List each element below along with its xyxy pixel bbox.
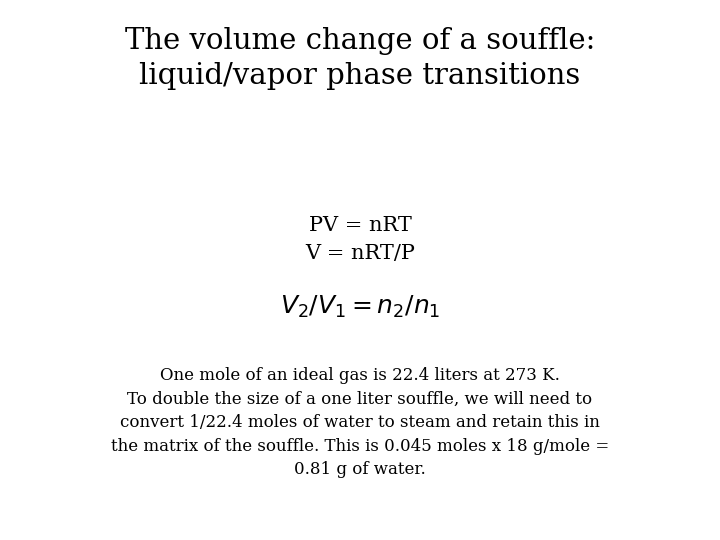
Text: $V_2/V_1= n_2/n_1$: $V_2/V_1= n_2/n_1$: [280, 294, 440, 321]
Text: One mole of an ideal gas is 22.4 liters at 273 K.
To double the size of a one li: One mole of an ideal gas is 22.4 liters …: [111, 367, 609, 478]
Text: The volume change of a souffle:
liquid/vapor phase transitions: The volume change of a souffle: liquid/v…: [125, 27, 595, 90]
Text: PV = nRT
V = nRT/P: PV = nRT V = nRT/P: [305, 216, 415, 263]
